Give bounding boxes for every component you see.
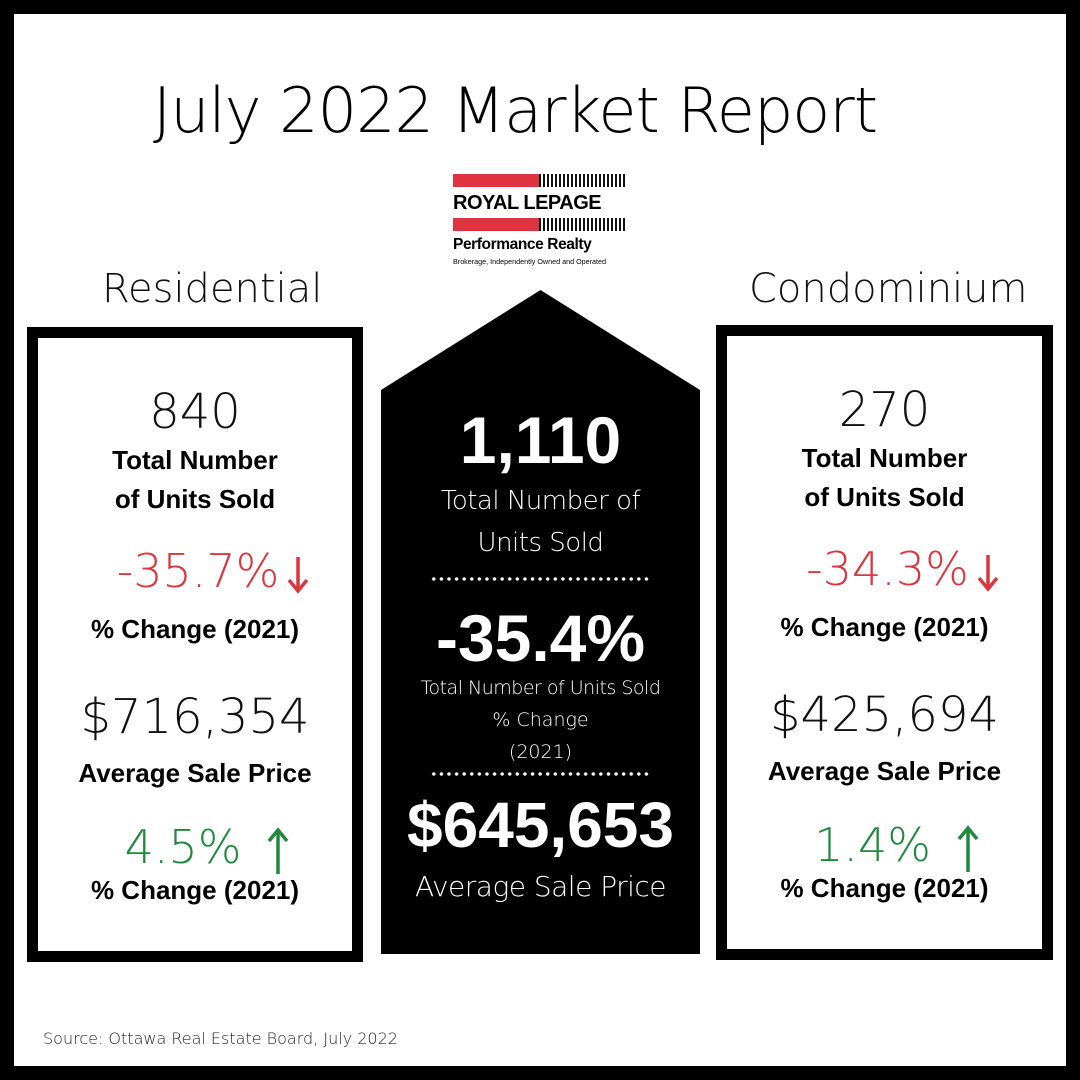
- source-note: Source: Ottawa Real Estate Board, July 2…: [43, 1029, 398, 1048]
- residential-units-label-2: of Units Sold: [114, 484, 276, 514]
- page-title: July 2022 Market Report: [152, 74, 878, 147]
- total-avg-price: $645,653: [407, 789, 674, 861]
- condo-price-change-row: 1.4%: [727, 818, 1042, 874]
- total-units-label-2: Units Sold: [477, 528, 604, 558]
- total-units: 1,110: [459, 403, 622, 477]
- condo-units: 270: [838, 382, 931, 438]
- logo-name: ROYAL LEPAGE: [453, 192, 602, 214]
- residential-avg-price: $716,354: [80, 689, 310, 745]
- logo-red-bar-bottom: [453, 218, 625, 231]
- arrow-up-icon: [268, 826, 289, 874]
- condo-units-label-2: of Units Sold: [804, 482, 965, 512]
- condo-units-change-row: -34.3%: [727, 542, 1042, 596]
- total-change-label-1: Total Number of Units Sold: [420, 677, 661, 699]
- residential-units: 840: [149, 384, 241, 440]
- residential-label: Residential: [102, 266, 323, 312]
- residential-price-change: 4.5%: [124, 820, 242, 874]
- logo-tagline: Brokerage, Independently Owned and Opera…: [453, 257, 607, 266]
- royal-lepage-logo: ROYAL LEPAGE Performance Realty Brokerag…: [453, 174, 627, 274]
- house-shape: [381, 290, 700, 954]
- condo-label: Condominium: [749, 266, 1028, 312]
- condo-avg-price-label: Average Sale Price: [767, 756, 1002, 786]
- total-avg-price-label: Average Sale Price: [414, 870, 667, 903]
- logo-red-bar-top: [453, 174, 625, 187]
- residential-units-change-row: -35.7%: [38, 544, 352, 598]
- condo-avg-price: $425,694: [769, 687, 1000, 743]
- condo-price-change: 1.4%: [814, 818, 931, 872]
- residential-price-change-label: % Change (2021): [90, 875, 300, 905]
- residential-price-change-row: 4.5%: [38, 820, 352, 876]
- total-change-label-2: % Change: [492, 709, 589, 731]
- condo-price-change-label: % Change (2021): [780, 873, 989, 903]
- total-change: -35.4%: [435, 601, 646, 675]
- residential-avg-price-label: Average Sale Price: [78, 758, 312, 788]
- residential-card: 840 Total Number of Units Sold -35.7% % …: [27, 327, 363, 962]
- arrow-up-icon: [957, 824, 979, 872]
- condo-units-change: -34.3%: [806, 542, 969, 596]
- arrow-down-icon: [288, 556, 309, 594]
- dotted-divider: [430, 577, 652, 581]
- condo-change-label: % Change (2021): [780, 612, 989, 642]
- dotted-divider: [430, 772, 652, 776]
- total-units-label-1: Total Number of: [440, 486, 641, 516]
- residential-units-label-1: Total Number: [112, 445, 278, 475]
- arrow-down-icon: [977, 554, 999, 592]
- logo-subtitle: Performance Realty: [453, 236, 592, 253]
- residential-units-change: -35.7%: [116, 544, 280, 598]
- total-change-label-3: (2021): [508, 741, 573, 763]
- condo-units-label-1: Total Number: [801, 443, 968, 473]
- condo-card: 270 Total Number of Units Sold -34.3% % …: [716, 325, 1053, 960]
- residential-change-label: % Change (2021): [90, 614, 300, 644]
